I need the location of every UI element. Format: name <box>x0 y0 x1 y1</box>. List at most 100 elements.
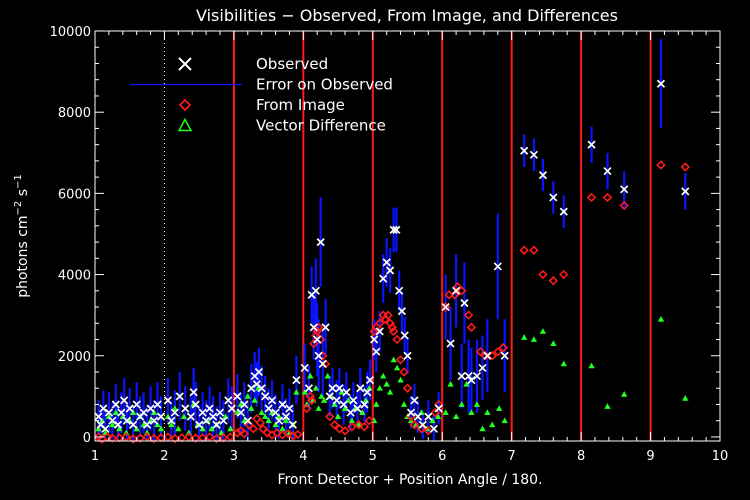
observed-point <box>247 384 256 393</box>
difference-point <box>682 395 689 401</box>
observed-point <box>285 404 294 413</box>
difference-point <box>501 417 508 424</box>
image-point <box>272 428 282 438</box>
image-point <box>475 346 486 357</box>
observed-point <box>346 408 355 417</box>
difference-point <box>520 334 528 340</box>
image-point <box>680 162 691 172</box>
observed-point <box>620 185 629 194</box>
image-point <box>232 428 243 438</box>
difference-point <box>318 393 325 399</box>
difference-point <box>393 364 401 371</box>
difference-point <box>324 372 331 379</box>
observed-point <box>167 416 176 425</box>
observed-point <box>300 363 309 373</box>
observed-points <box>94 79 690 433</box>
image-point <box>423 426 434 436</box>
observed-point <box>208 412 218 421</box>
observed-point <box>356 384 365 393</box>
image-point <box>248 424 259 434</box>
observed-point <box>603 166 612 176</box>
observed-point <box>111 400 120 409</box>
difference-point <box>208 425 215 432</box>
y-tick-label: 8000 <box>58 106 91 121</box>
difference-point <box>560 360 567 367</box>
observed-point <box>205 404 214 413</box>
observed-point <box>195 420 204 429</box>
difference-point <box>95 425 102 432</box>
y-tick-label: 0 <box>83 431 91 446</box>
observed-point <box>267 396 277 405</box>
y-tick-label: 6000 <box>58 187 91 202</box>
observed-point <box>446 339 455 348</box>
observed-point <box>233 392 242 401</box>
image-point <box>309 338 319 349</box>
difference-point <box>272 421 279 428</box>
image-point <box>293 429 303 440</box>
difference-point <box>171 405 179 411</box>
observed-point <box>493 262 502 271</box>
image-point <box>128 434 138 444</box>
image-point <box>347 422 357 432</box>
observed-point <box>316 237 325 247</box>
observed-point <box>406 408 416 417</box>
observed-point <box>321 323 330 332</box>
legend-difference-symbol <box>177 117 193 132</box>
legend-label: From Image <box>256 96 345 114</box>
observed-point <box>224 396 233 405</box>
image-point <box>395 355 406 365</box>
observed-point <box>339 400 348 409</box>
observed-point <box>441 302 450 312</box>
observed-point <box>389 225 398 235</box>
observed-point <box>328 384 337 393</box>
difference-point <box>400 401 408 407</box>
observed-point <box>104 408 113 417</box>
observed-point <box>186 412 195 421</box>
image-point <box>211 433 222 444</box>
image-point <box>399 367 409 377</box>
image-point <box>402 383 413 393</box>
observed-point <box>382 258 391 267</box>
image-point <box>149 433 159 444</box>
difference-point <box>355 421 363 428</box>
image-point <box>392 334 402 345</box>
image-point <box>283 428 293 439</box>
observed-point <box>681 187 690 196</box>
y-tick-label: 4000 <box>58 269 91 284</box>
difference-point <box>261 413 269 420</box>
x-tick-label: 7 <box>508 449 516 464</box>
image-point <box>456 286 467 296</box>
difference-point <box>168 421 175 428</box>
observed-point <box>132 400 141 409</box>
difference-point <box>312 384 320 391</box>
observed-point <box>170 408 179 417</box>
difference-point <box>133 425 140 432</box>
difference-point <box>657 315 665 322</box>
image-point <box>329 420 340 430</box>
difference-point <box>154 421 161 428</box>
difference-point <box>112 409 120 415</box>
difference-point <box>530 336 538 342</box>
difference-point <box>180 413 188 420</box>
x-tick-label: 10 <box>712 449 729 464</box>
x-axis-label: Front Detector + Position Angle / 180. <box>277 472 542 488</box>
observed-point <box>281 412 291 421</box>
x-tick-label: 9 <box>646 449 654 464</box>
x-tick-label: 5 <box>369 449 377 464</box>
observed-point <box>257 384 266 393</box>
observed-point <box>538 171 548 180</box>
image-point <box>498 342 509 353</box>
image-point <box>387 322 397 333</box>
observed-point <box>332 396 341 405</box>
observed-point <box>122 416 132 425</box>
image-point <box>340 426 350 436</box>
difference-point <box>484 409 491 415</box>
image-point <box>170 433 180 444</box>
x-tick-label: 8 <box>577 449 585 464</box>
observed-point <box>529 150 538 159</box>
difference-point <box>150 409 158 415</box>
observed-point <box>375 327 384 336</box>
image-point <box>262 428 272 438</box>
difference-point <box>244 393 251 399</box>
